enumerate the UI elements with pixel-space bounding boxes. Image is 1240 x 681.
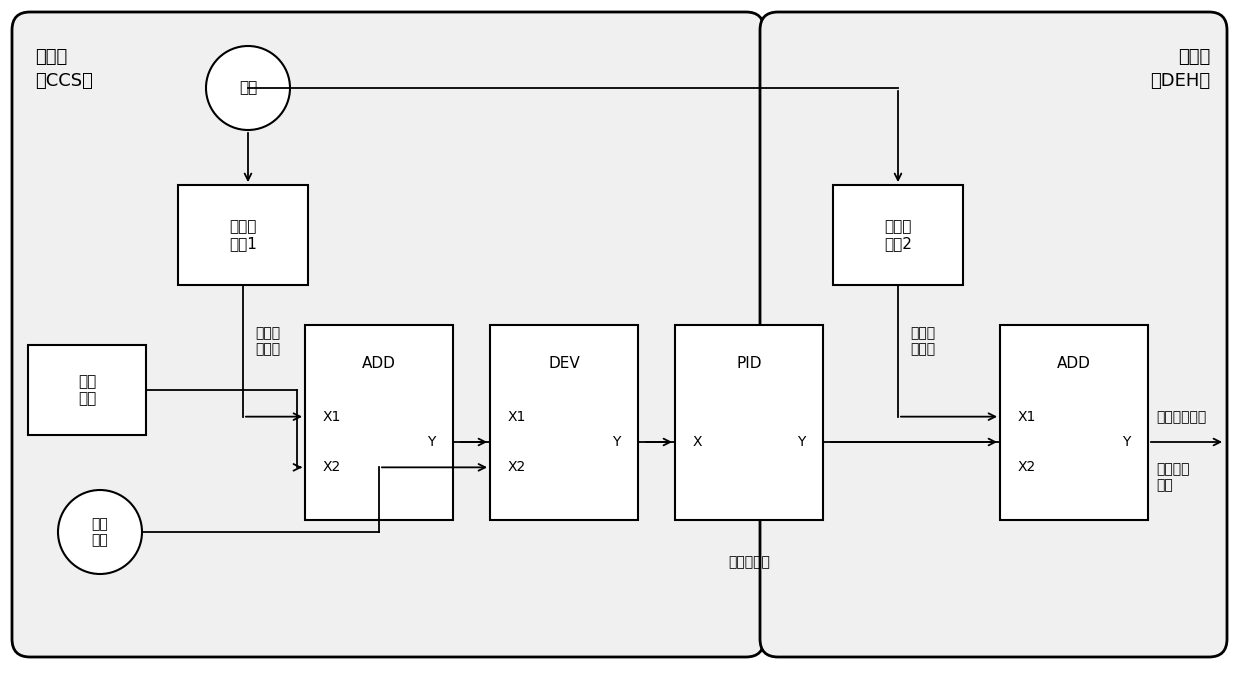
Bar <box>999 325 1148 520</box>
Text: Y: Y <box>1122 435 1130 449</box>
Text: 去汽轮机
调门: 去汽轮机 调门 <box>1156 462 1189 492</box>
Text: DEV: DEV <box>548 356 580 372</box>
Text: Y: Y <box>611 435 620 449</box>
Text: 不等率
函数1: 不等率 函数1 <box>229 219 257 251</box>
Text: X1: X1 <box>507 410 526 424</box>
Bar <box>305 325 453 520</box>
Text: 综合阀位指令: 综合阀位指令 <box>1156 410 1207 424</box>
Circle shape <box>58 490 143 574</box>
Text: 协调侧: 协调侧 <box>35 48 67 66</box>
Circle shape <box>206 46 290 130</box>
Text: ADD: ADD <box>1056 356 1091 372</box>
Text: X1: X1 <box>1018 410 1037 424</box>
Text: 实际
功率: 实际 功率 <box>92 517 108 547</box>
Text: 不等率
函数2: 不等率 函数2 <box>884 219 911 251</box>
Text: 综合阀
位增量: 综合阀 位增量 <box>910 326 935 356</box>
Text: X1: X1 <box>322 410 341 424</box>
FancyBboxPatch shape <box>760 12 1228 657</box>
Text: （DEH）: （DEH） <box>1149 72 1210 90</box>
Text: （CCS）: （CCS） <box>35 72 93 90</box>
Text: X2: X2 <box>322 460 341 475</box>
Text: 调速侧: 调速侧 <box>1178 48 1210 66</box>
Bar <box>29 345 146 435</box>
Text: X2: X2 <box>1018 460 1035 475</box>
Text: 功率控制器: 功率控制器 <box>728 555 770 569</box>
Bar <box>179 185 308 285</box>
Bar <box>833 185 963 285</box>
Text: 转差: 转差 <box>239 80 257 95</box>
Text: ADD: ADD <box>362 356 396 372</box>
FancyBboxPatch shape <box>12 12 764 657</box>
Text: 功率
定值: 功率 定值 <box>78 374 97 406</box>
Text: X2: X2 <box>507 460 526 475</box>
Bar <box>490 325 639 520</box>
Bar <box>675 325 823 520</box>
Text: PID: PID <box>737 356 761 372</box>
Text: Y: Y <box>427 435 435 449</box>
Text: 调频功
率定值: 调频功 率定值 <box>255 326 280 356</box>
Text: Y: Y <box>797 435 805 449</box>
Text: X: X <box>693 435 702 449</box>
